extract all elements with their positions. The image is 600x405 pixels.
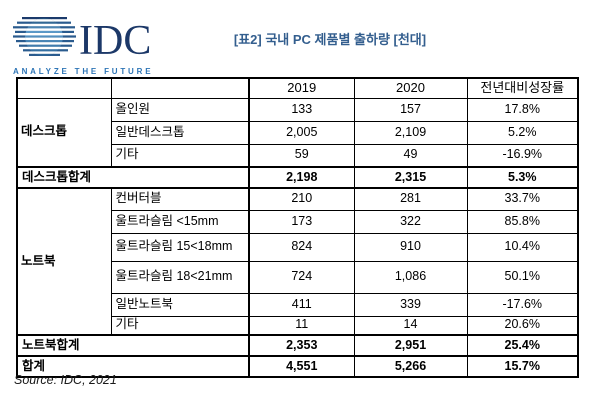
growth-cell: 5.3% — [466, 166, 579, 189]
value-2020-cell: 910 — [353, 232, 468, 262]
header-row: 2019 2020 전년대비성장률 — [16, 77, 579, 99]
growth-cell: 15.7% — [466, 355, 579, 378]
shipments-table: 2019 2020 전년대비성장률 데스크톱 올인원 133 157 17.8% 일반데스… — [16, 77, 579, 378]
growth-cell: -17.6% — [466, 292, 579, 317]
category-cell: 합계 — [16, 355, 250, 378]
value-2019-cell: 4,551 — [248, 355, 355, 378]
value-2020-cell: 1,086 — [353, 260, 468, 294]
source-note: Source: IDC, 2021 — [14, 373, 117, 387]
category-cell: 올인원 — [110, 97, 250, 122]
col-header-growth: 전년대비성장률 — [466, 77, 579, 99]
value-2020-cell: 2,315 — [353, 166, 468, 189]
data-row: 울트라슬림 18<21mm 724 1,086 50.1% — [17, 260, 579, 294]
data-row: 데스크톱 올인원 133 157 17.8% — [16, 97, 579, 168]
group-cell: 데스크톱 — [16, 97, 112, 168]
value-2019-cell: 59 — [248, 143, 355, 168]
category-cell: 울트라슬림 18<21mm — [110, 260, 250, 294]
col-header-2019: 2019 — [248, 77, 355, 99]
idc-tagline: ANALYZE THE FUTURE — [13, 67, 154, 76]
value-2020-cell: 157 — [353, 97, 468, 122]
growth-cell: 85.8% — [466, 209, 579, 234]
category-cell: 컨버터블 — [110, 187, 250, 211]
growth-cell: 20.6% — [466, 315, 579, 336]
data-row: 일반노트북 411 339 -17.6% — [17, 292, 579, 317]
value-2019-cell: 2,353 — [248, 334, 355, 357]
group-cell: 노트북 — [16, 187, 112, 336]
value-2019-cell: 173 — [248, 209, 355, 234]
value-2020-cell: 339 — [353, 292, 468, 317]
page-title: [표2] 국내 PC 제품별 출하량 [천대] — [233, 32, 427, 47]
value-2020-cell: 14 — [353, 315, 468, 336]
value-2019-cell: 2,005 — [248, 120, 355, 145]
value-2019-cell: 411 — [248, 292, 355, 317]
category-cell: 데스크톱합계 — [16, 166, 250, 189]
value-2019-cell: 11 — [248, 315, 355, 336]
value-2020-cell: 322 — [353, 209, 468, 234]
total-row: 데스크톱합계 2,198 2,315 5.3% — [16, 166, 579, 189]
total-row: 노트북합계 2,353 2,951 25.4% — [16, 334, 579, 357]
col-header-2020: 2020 — [353, 77, 468, 99]
category-cell: 울트라슬림 <15mm — [110, 209, 250, 234]
growth-cell: 5.2% — [466, 120, 579, 145]
value-2019-cell: 724 — [248, 260, 355, 294]
idc-wordmark: IDC — [79, 18, 151, 61]
category-cell: 노트북합계 — [16, 334, 250, 357]
value-2020-cell: 281 — [353, 187, 468, 211]
value-2020-cell: 49 — [353, 143, 468, 168]
value-2020-cell: 2,109 — [353, 120, 468, 145]
data-row: 울트라슬림 15<18mm 824 910 10.4% — [17, 232, 579, 262]
category-cell: 일반노트북 — [110, 292, 250, 317]
category-cell: 기타 — [110, 143, 250, 168]
value-2020-cell: 2,951 — [353, 334, 468, 357]
category-cell: 일반데스크톱 — [110, 120, 250, 145]
idc-globe-icon: IDC — [13, 17, 151, 64]
header-empty-group — [16, 77, 112, 99]
total-row: 합계 4,551 5,266 15.7% — [16, 355, 579, 378]
value-2019-cell: 210 — [248, 187, 355, 211]
growth-cell: 50.1% — [466, 260, 579, 294]
data-row: 울트라슬림 <15mm 173 322 85.8% — [17, 209, 579, 234]
table-body: 데스크톱 올인원 133 157 17.8% 일반데스크톱 2,005 2,109 5.2% 기타… — [16, 97, 579, 378]
value-2019-cell: 824 — [248, 232, 355, 262]
header-empty-category — [110, 77, 250, 99]
growth-cell: 17.8% — [466, 97, 579, 122]
category-cell: 울트라슬림 15<18mm — [110, 232, 250, 262]
growth-cell: 25.4% — [466, 334, 579, 357]
value-2019-cell: 133 — [248, 97, 355, 122]
value-2019-cell: 2,198 — [248, 166, 355, 189]
data-row: 노트북 컨버터블 210 281 33.7% — [16, 187, 579, 336]
category-cell: 기타 — [110, 315, 250, 336]
growth-cell: 33.7% — [466, 187, 579, 211]
idc-logo: IDC ANALYZE THE FUTURE — [13, 15, 183, 76]
growth-cell: 10.4% — [466, 232, 579, 262]
data-row: 기타 59 49 -16.9% — [17, 143, 579, 168]
value-2020-cell: 5,266 — [353, 355, 468, 378]
growth-cell: -16.9% — [466, 143, 579, 168]
data-row: 일반데스크톱 2,005 2,109 5.2% — [17, 120, 579, 145]
